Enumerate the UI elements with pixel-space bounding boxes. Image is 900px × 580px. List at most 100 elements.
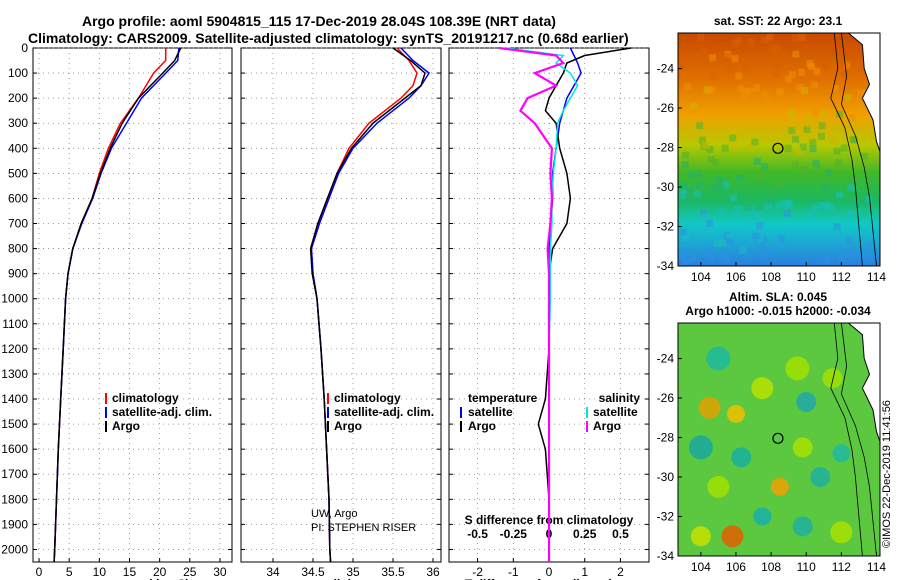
diff-series-s-argo <box>498 46 566 562</box>
sst-pixel <box>850 136 858 144</box>
sst-pixel <box>679 191 686 199</box>
x-tick-label: -2 <box>472 565 483 579</box>
sst-pixel <box>836 191 844 199</box>
sst-pixel <box>689 107 697 115</box>
sst-pixel <box>761 36 769 44</box>
sst-pixel <box>796 84 804 91</box>
depth-tick-label: 1800 <box>1 492 28 506</box>
sst-pixel <box>682 151 690 159</box>
sst-pixel <box>767 33 774 40</box>
sst-pixel <box>818 132 825 140</box>
sst-pixel <box>846 236 854 244</box>
profile-panel-1: 0 5 10 15 20 25 30 temperature (deg C) climatolo… <box>32 47 233 580</box>
sst-pixel <box>706 145 714 153</box>
sst-pixel <box>847 183 855 191</box>
sst-pixel <box>747 38 755 46</box>
lat-tick-label: -28 <box>657 431 675 445</box>
sla-blob <box>753 507 772 526</box>
depth-tick-label: 700 <box>8 217 28 231</box>
profile-panel-3: -2-1012T difference from climatologyS di… <box>448 46 650 580</box>
sst-pixel <box>823 256 831 264</box>
sst-pixel <box>751 138 759 146</box>
sst-pixel <box>811 81 819 89</box>
x-tick-label: 2 <box>617 565 624 579</box>
sst-pixel <box>772 70 780 78</box>
sst-pixel <box>706 229 714 237</box>
sla-blob <box>796 391 817 412</box>
sst-map-title: sat. SST: 22 Argo: 23.1 <box>714 14 843 28</box>
sst-pixel <box>679 228 687 236</box>
sst-pixel <box>807 63 815 71</box>
sst-pixel <box>696 122 704 130</box>
depth-tick-label: 1400 <box>1 392 28 406</box>
lon-tick-label: 110 <box>797 270 816 284</box>
sst-pixel <box>812 204 820 212</box>
lon-tick-label: 112 <box>832 560 851 574</box>
sst-pixel <box>687 134 695 142</box>
lon-tick-label: 114 <box>867 270 886 284</box>
sst-pixel <box>761 60 769 67</box>
panel-frame <box>240 47 442 563</box>
map-frame <box>677 32 881 267</box>
sst-pixel <box>865 242 873 250</box>
sst-pixel <box>711 184 719 192</box>
sst-pixel <box>809 139 817 147</box>
sst-pixel <box>753 157 761 165</box>
sst-pixel <box>825 168 833 176</box>
sst-pixel <box>747 142 754 150</box>
legend-swatch <box>460 421 462 432</box>
top-tick-label: -0.5 <box>467 527 488 541</box>
depth-tick-label: 1000 <box>1 292 28 306</box>
sst-pixel <box>741 65 749 73</box>
sst-pixel <box>761 90 769 98</box>
x-tick-label: 0 <box>546 565 553 579</box>
sst-pixel <box>774 45 782 53</box>
lat-tick-label: -32 <box>657 510 675 524</box>
sst-pixel <box>740 95 748 103</box>
lat-tick-label: -24 <box>657 352 675 366</box>
sla-blob <box>731 447 752 468</box>
sst-pixel <box>847 210 855 218</box>
title-line-2: Climatology: CARS2009. Satellite-adjuste… <box>28 30 629 46</box>
sst-pixel <box>792 135 799 143</box>
sst-pixel <box>783 210 791 218</box>
land-area <box>848 33 880 152</box>
sla-blob <box>832 444 851 463</box>
sst-pixel <box>709 72 717 80</box>
sst-pixel <box>689 254 697 262</box>
salinity-note-1: UW, Argo <box>311 508 357 520</box>
sst-pixel <box>836 111 843 118</box>
depth-tick-label: 1700 <box>1 467 28 481</box>
legend-swatch <box>586 407 588 418</box>
depth-tick-label: 100 <box>8 66 28 80</box>
x-tick-label: 34.5 <box>301 565 325 579</box>
sst-pixel <box>700 48 708 56</box>
legend-swatch <box>327 393 329 404</box>
sla-blob <box>810 467 831 488</box>
sla-blob <box>785 356 810 381</box>
x-tick-label: 15 <box>123 565 137 579</box>
sst-pixel <box>702 141 710 149</box>
sst-pixel <box>745 204 752 212</box>
sst-pixel <box>858 250 866 258</box>
sst-pixel <box>774 180 782 188</box>
sst-pixel <box>701 213 709 220</box>
sla-blob <box>690 526 711 547</box>
legend-label: Argo <box>593 419 621 433</box>
sst-pixel <box>809 145 817 153</box>
sla-blob <box>751 377 774 400</box>
legend-label: Argo <box>112 419 140 433</box>
x-tick-label: 34 <box>266 565 280 579</box>
sst-pixel <box>765 96 773 104</box>
sst-pixel <box>776 62 783 70</box>
sst-pixel <box>822 63 830 71</box>
sst-pixel <box>734 204 742 212</box>
sst-pixel <box>684 248 692 256</box>
sst-pixel <box>792 122 800 130</box>
sst-pixel <box>794 101 802 109</box>
sst-pixel <box>757 245 765 253</box>
title-line-1: Argo profile: aoml 5904815_115 17-Dec-20… <box>82 13 556 29</box>
top-tick-label: 0.25 <box>573 527 597 541</box>
sst-pixel <box>735 37 743 45</box>
